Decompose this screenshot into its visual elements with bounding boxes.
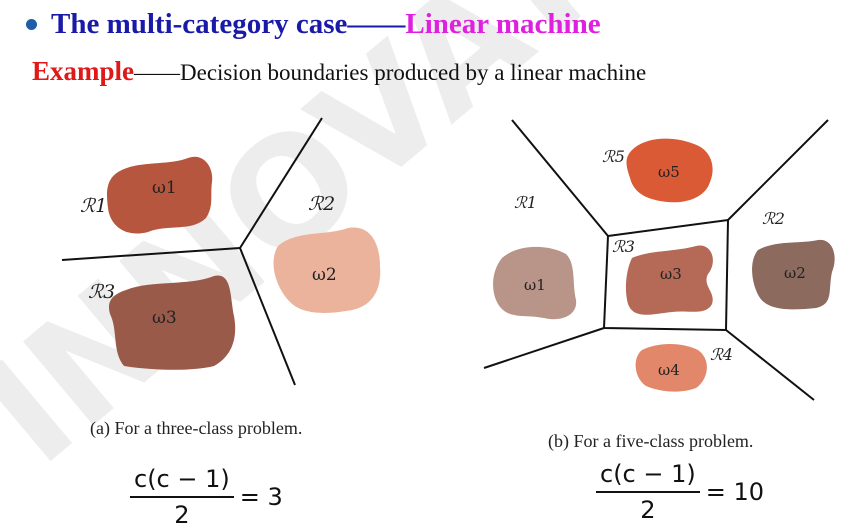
class-label-b-w2: ω2 [784, 264, 806, 282]
region-label-b-r1: ℛ1 [514, 193, 537, 212]
fraction-a: c(c − 1) 2 [130, 465, 234, 529]
subtitle-dash: —— [134, 60, 181, 85]
title-accent: Linear machine [405, 7, 601, 40]
class-blob-b-w4 [635, 344, 707, 392]
region-label-a-r3: ℛ3 [88, 281, 115, 303]
formula-a-numerator: c(c − 1) [130, 465, 234, 498]
formula-b-result: = 10 [705, 478, 765, 506]
class-blob-a-w1 [107, 156, 213, 234]
region-label-b-r3: ℛ3 [612, 237, 635, 256]
formula-b-denominator: 2 [640, 496, 656, 524]
boundary-line-a-2 [239, 117, 323, 249]
class-label-b-w5: ω5 [658, 163, 680, 181]
slide-title: The multi-category case—— Linear machine [26, 4, 601, 44]
subtitle-description: Decision boundaries produced by a linear… [180, 60, 647, 85]
class-label-a-w2: ω2 [312, 265, 337, 285]
formula-b-numerator: c(c − 1) [596, 460, 700, 493]
class-label-b-w1: ω1 [524, 276, 546, 294]
boundary-line-a-3 [239, 247, 296, 386]
class-blob-b-w1 [493, 246, 577, 320]
bullet-icon [26, 18, 37, 30]
region-label-a-r1: ℛ1 [80, 195, 107, 217]
boundary-line-b-1 [511, 119, 609, 237]
diagram-three-class: ℛ1 ℛ2 ℛ3 ω1 ω2 ω3 [61, 117, 381, 386]
boundary-line-b-3 [725, 329, 815, 401]
class-label-b-w3: ω3 [660, 265, 682, 283]
class-blob-a-w3 [108, 275, 236, 370]
formula-a-denominator: 2 [174, 501, 190, 529]
caption-a: (a) For a three-class problem. [90, 418, 303, 438]
title-main: The multi-category case—— [51, 7, 406, 40]
subtitle-example: Example [32, 56, 135, 86]
region-label-b-r2: ℛ2 [762, 209, 785, 228]
class-label-b-w4: ω4 [658, 361, 680, 379]
formula-a-result: = 3 [239, 483, 283, 511]
class-blob-b-w5 [626, 138, 713, 203]
region-label-b-r4: ℛ4 [710, 345, 733, 364]
class-blob-b-w2 [752, 239, 835, 310]
diagram-five-class: ℛ1 ℛ2 ℛ3 ℛ4 ℛ5 ω1 ω2 ω3 ω4 ω5 [483, 119, 835, 401]
slide-subtitle: Example —— Decision boundaries produced … [32, 56, 646, 90]
caption-b: (b) For a five-class problem. [548, 431, 754, 451]
boundary-line-a-1 [61, 247, 241, 261]
boundary-line-b-2 [727, 119, 829, 221]
region-label-a-r2: ℛ2 [308, 193, 335, 215]
class-label-a-w3: ω3 [152, 308, 177, 328]
formula-b: c(c − 1) 2 = 10 [596, 460, 764, 524]
class-blob-a-w2 [273, 227, 381, 313]
fraction-b: c(c − 1) 2 [596, 460, 700, 524]
boundary-line-b-4 [483, 327, 605, 369]
region-label-b-r5: ℛ5 [602, 147, 625, 166]
formula-a: c(c − 1) 2 = 3 [130, 465, 283, 529]
class-label-a-w1: ω1 [152, 178, 177, 198]
class-blob-b-w3 [625, 245, 713, 315]
